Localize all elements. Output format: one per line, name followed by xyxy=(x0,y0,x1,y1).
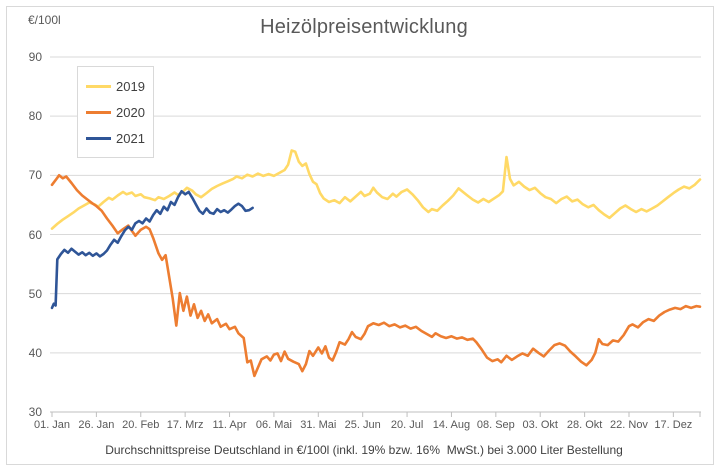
chart-caption: Durchschnittspreise Deutschland in €/100… xyxy=(105,443,623,457)
x-tick-label: 20. Feb xyxy=(122,419,160,431)
y-tick-label: 30 xyxy=(28,405,42,419)
x-tick-label: 08. Sep xyxy=(476,419,515,431)
legend-item-2020: 2020 xyxy=(86,99,153,125)
y-tick-label: 80 xyxy=(28,109,42,124)
x-tick-label: 31. Mai xyxy=(300,419,337,431)
y-axis-unit-label: €/100l xyxy=(28,13,61,27)
y-tick-label: 60 xyxy=(28,227,42,242)
y-tick-label: 90 xyxy=(28,50,42,64)
legend-item-2021: 2021 xyxy=(86,125,153,151)
x-tick-label: 25. Jun xyxy=(344,419,381,431)
legend-label: 2020 xyxy=(116,104,145,120)
x-tick-label: 22. Nov xyxy=(610,419,648,431)
series-line-2020 xyxy=(50,174,702,378)
x-tick-label: 03. Okt xyxy=(522,419,558,431)
legend-label: 2021 xyxy=(116,130,145,146)
y-tick-label: 50 xyxy=(28,286,42,301)
legend-swatch-2019 xyxy=(86,84,111,88)
x-tick-label: 14. Aug xyxy=(432,419,471,431)
chart-title: Heizölpreisentwicklung xyxy=(260,16,468,38)
x-tick-label: 28. Okt xyxy=(566,419,603,431)
x-tick-label: 06. Mai xyxy=(255,419,292,431)
x-tick-label: 17. Mrz xyxy=(166,419,204,431)
y-tick-label: 40 xyxy=(28,345,42,360)
series-line-2021 xyxy=(50,190,254,310)
series-line-2019 xyxy=(50,149,702,230)
x-tick-label: 20. Jul xyxy=(390,419,424,431)
x-tick-label: 01. Jan xyxy=(33,419,71,431)
x-tick-label: 11. Apr xyxy=(212,419,247,431)
x-tick-label: 26. Jan xyxy=(78,419,115,431)
y-tick-label: 70 xyxy=(28,168,42,183)
x-tick-label: 17. Dez xyxy=(654,419,693,431)
legend-swatch-2021 xyxy=(86,136,111,140)
legend: 2019 2020 2021 xyxy=(77,66,154,158)
legend-swatch-2020 xyxy=(86,110,111,114)
legend-label: 2019 xyxy=(116,78,145,94)
legend-item-2019: 2019 xyxy=(86,73,153,99)
